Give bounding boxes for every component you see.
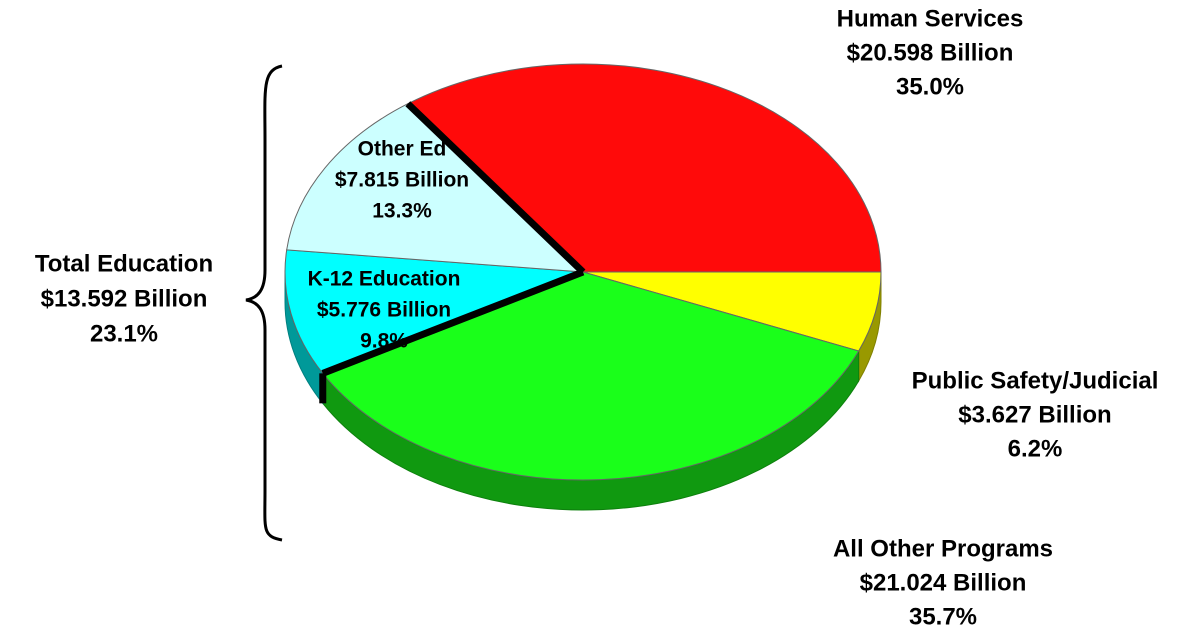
annotation-amount: $13.592 Billion — [41, 285, 208, 312]
annotation-label: Total Education — [35, 250, 213, 277]
slice — [286, 103, 585, 273]
education-brace — [245, 64, 283, 542]
percent-label: 35.0% — [896, 73, 964, 100]
slice-label: Other Ed — [358, 138, 447, 161]
slice — [406, 63, 882, 273]
percent-label: 13.3% — [372, 200, 432, 223]
amount-label: $5.776 Billion — [317, 299, 451, 322]
slice-label: All Other Programs — [833, 535, 1053, 562]
slice-label: Human Services — [837, 5, 1024, 32]
slice-label: Public Safety/Judicial — [912, 367, 1159, 394]
percent-label: 9.8% — [360, 330, 408, 353]
slice — [284, 249, 584, 374]
separator — [405, 101, 586, 275]
amount-label: $21.024 Billion — [860, 569, 1027, 596]
annotation-percent: 23.1% — [90, 320, 158, 347]
amount-label: $7.815 Billion — [335, 169, 469, 192]
slice-label: K-12 Education — [308, 268, 461, 291]
percent-label: 35.7% — [909, 603, 977, 630]
slice — [582, 271, 882, 352]
amount-label: $20.598 Billion — [847, 39, 1014, 66]
pie — [284, 63, 882, 511]
separator — [321, 268, 585, 377]
percent-label: 6.2% — [1008, 435, 1063, 462]
amount-label: $3.627 Billion — [958, 401, 1111, 428]
